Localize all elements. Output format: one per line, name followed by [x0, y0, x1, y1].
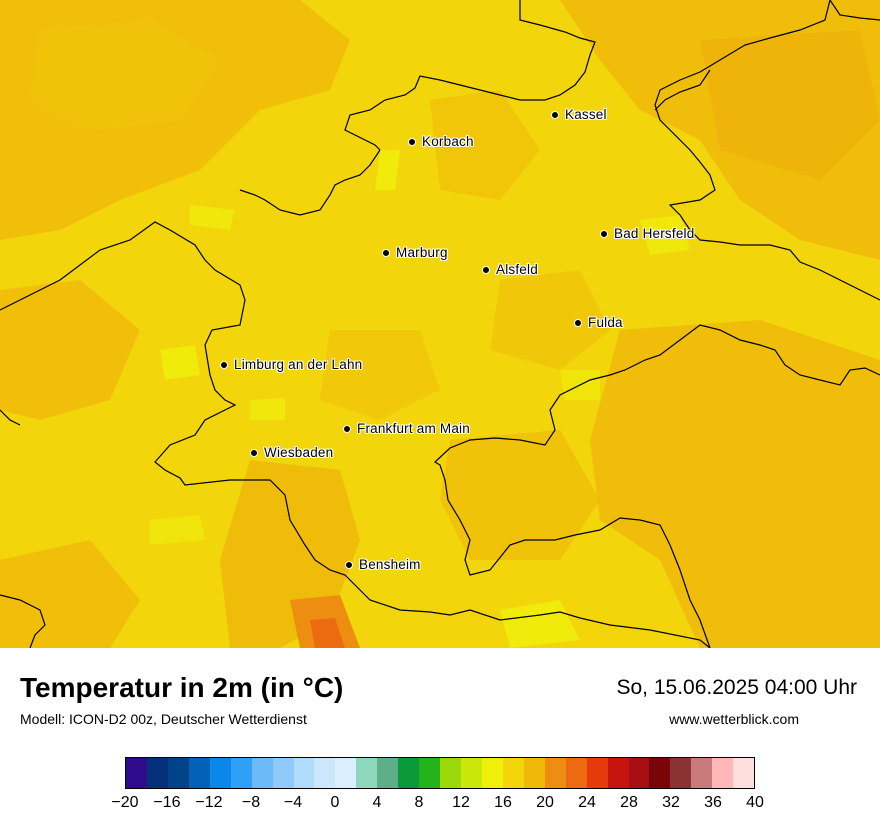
city-label: Alsfeld [496, 262, 538, 277]
city-marker: Bensheim [345, 557, 421, 572]
color-scale-segment [712, 758, 734, 788]
color-scale-segment [502, 758, 524, 788]
city-dot-icon [408, 137, 416, 146]
city-label: Bensheim [359, 557, 421, 572]
city-dot-icon [250, 448, 258, 457]
city-dot-icon [482, 265, 490, 274]
color-scale-segment [398, 758, 420, 788]
city-label: Marburg [396, 245, 448, 260]
color-scale-tick-label: 12 [452, 794, 470, 811]
color-scale-segment [230, 758, 252, 788]
color-scale-tick-label: −12 [195, 794, 223, 811]
color-scale-segment [188, 758, 210, 788]
city-marker: Fulda [574, 315, 623, 330]
color-scale-segment [272, 758, 294, 788]
color-scale-tick-label: 32 [662, 794, 680, 811]
city-label: Limburg an der Lahn [234, 357, 363, 372]
color-scale-tick-label: 0 [330, 794, 340, 811]
color-scale-segment [481, 758, 503, 788]
city-dot-icon [382, 248, 390, 257]
city-marker: Alsfeld [482, 262, 538, 277]
color-scale-segment [293, 758, 315, 788]
temperature-field [0, 0, 880, 648]
city-dot-icon [220, 360, 228, 369]
city-label: Bad Hersfeld [614, 226, 695, 241]
map-footer: Temperatur in 2m (in °C) Modell: ICON-D2… [0, 648, 880, 830]
color-scale-segment [419, 758, 441, 788]
color-scale-segment [251, 758, 273, 788]
color-scale-segment [523, 758, 545, 788]
color-scale-segment [356, 758, 378, 788]
city-dot-icon [574, 318, 582, 327]
city-label: Wiesbaden [264, 445, 334, 460]
city-marker: Limburg an der Lahn [220, 357, 362, 372]
color-scale-segment [586, 758, 608, 788]
color-scale-segment [440, 758, 461, 788]
city-dot-icon [600, 229, 608, 238]
city-marker: Frankfurt am Main [343, 421, 470, 436]
map-canvas [0, 0, 880, 648]
color-scale-tick-label: 28 [620, 794, 638, 811]
color-scale-segment [377, 758, 399, 788]
color-scale-segment [167, 758, 189, 788]
city-marker: Marburg [382, 245, 448, 260]
color-scale-tick-label: 8 [414, 794, 424, 811]
color-scale-segment [461, 758, 482, 788]
color-scale-tick-label: −16 [153, 794, 181, 811]
city-dot-icon [551, 110, 559, 119]
city-label: Fulda [588, 315, 623, 330]
website-link[interactable]: www.wetterblick.com [669, 711, 799, 727]
color-scale-segment [691, 758, 713, 788]
color-scale-segment [670, 758, 692, 788]
city-label: Kassel [565, 107, 607, 122]
forecast-datetime: So, 15.06.2025 04:00 Uhr [616, 676, 857, 699]
color-scale-segment [335, 758, 357, 788]
color-scale-segment [146, 758, 168, 788]
color-scale-segment [544, 758, 566, 788]
model-info: Modell: ICON-D2 00z, Deutscher Wetterdie… [20, 711, 307, 727]
color-scale-segment [209, 758, 231, 788]
map-title: Temperatur in 2m (in °C) [20, 672, 344, 703]
color-scale-segment [607, 758, 629, 788]
color-scale-segment [126, 758, 147, 788]
color-scale-tick-label: 16 [494, 794, 512, 811]
color-scale-bar [125, 757, 755, 789]
city-marker: Wiesbaden [250, 445, 333, 460]
color-scale-tick-label: −8 [241, 794, 261, 811]
color-scale-tick-label: −20 [111, 794, 139, 811]
city-marker: Bad Hersfeld [600, 226, 694, 241]
city-label: Korbach [422, 134, 474, 149]
city-marker: Kassel [551, 107, 607, 122]
color-scale-tick-label: −4 [283, 794, 303, 811]
color-scale-segment [314, 758, 336, 788]
color-scale-segment [733, 758, 755, 788]
city-marker: Korbach [408, 134, 474, 149]
color-scale-segment [628, 758, 650, 788]
color-scale-ticks: −20 −16 −12 −8 −4 0 4 8 12 16 20 24 28 32 36 40 [0, 794, 880, 818]
color-scale-tick-label: 36 [704, 794, 722, 811]
color-scale-segment [565, 758, 587, 788]
temperature-map: Kassel Korbach Bad Hersfeld Marburg Alsf… [0, 0, 880, 648]
color-scale-tick-label: 20 [536, 794, 554, 811]
city-dot-icon [345, 560, 353, 569]
color-scale-tick-label: 40 [746, 794, 764, 811]
color-scale-tick-label: 4 [372, 794, 382, 811]
color-scale-tick-label: 24 [578, 794, 596, 811]
color-scale-segment [649, 758, 671, 788]
state-borders [0, 0, 880, 648]
city-dot-icon [343, 424, 351, 433]
city-label: Frankfurt am Main [357, 421, 470, 436]
